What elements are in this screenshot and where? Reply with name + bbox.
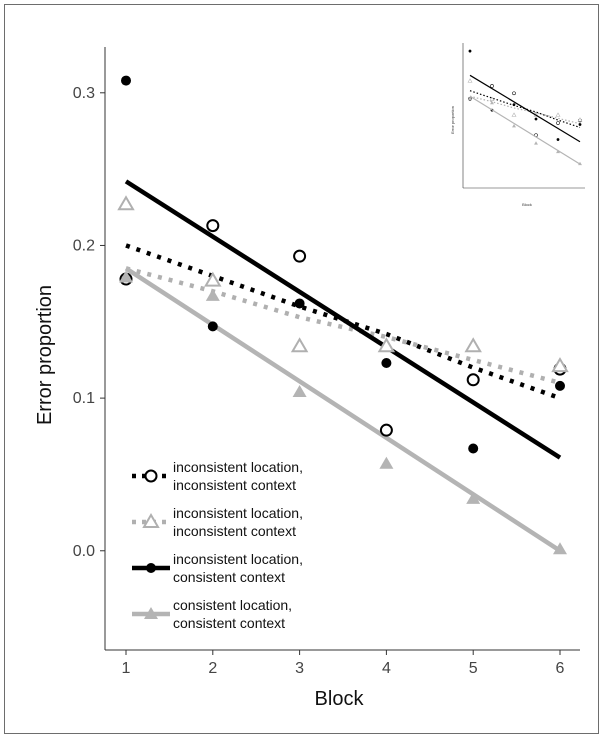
data-point-s4-b4 — [379, 456, 394, 469]
inset-point-s4-b5 — [556, 149, 560, 154]
data-point-s1-b2 — [206, 219, 220, 233]
legend-label-1-line-2: inconsistent context — [173, 477, 296, 493]
data-point-s2-b5 — [464, 337, 482, 353]
inset-point-s2-b5 — [555, 112, 561, 117]
data-point-s4-b5 — [466, 491, 481, 504]
data-point-s4-b3 — [292, 385, 307, 398]
legend-key-marker-1 — [144, 469, 158, 483]
inset-point-s2-b2 — [489, 96, 495, 101]
y-tick-label: 0.3 — [73, 85, 95, 102]
legend-label-2-line-1: inconsistent location, — [173, 505, 303, 521]
x-tick-label: 5 — [469, 660, 478, 677]
data-point-s3-b3 — [294, 298, 305, 309]
figure-frame: 0.0 0.1 0.2 0.3 1 2 3 4 5 6 inconsistent location… — [4, 4, 599, 734]
data-point-s2-b6 — [551, 357, 569, 373]
x-tick-label: 4 — [382, 660, 391, 677]
data-point-s4-b6 — [553, 542, 567, 555]
inset-plot — [462, 43, 585, 189]
data-points — [117, 75, 569, 555]
inset-point-s4-b2 — [490, 100, 494, 105]
inset-point-s4-b4 — [534, 141, 538, 145]
x-tick-label: 2 — [208, 660, 217, 677]
inset-point-s3-b3 — [512, 103, 516, 107]
legend-label-3-line-2: consistent context — [173, 569, 285, 585]
trend-line-3 — [124, 179, 562, 460]
inset-point-s2-b1 — [467, 78, 473, 83]
inset-point-s2-b3 — [511, 112, 517, 117]
legend-label-4-line-2: consistent context — [173, 615, 285, 631]
data-point-s3-b6 — [555, 380, 565, 391]
trend-curve-2 — [125, 266, 561, 386]
inset-point-s3-b6 — [578, 123, 582, 126]
legend-label-4-line-1: consistent location, — [173, 597, 292, 613]
y-tick-label: 0.2 — [73, 237, 95, 254]
data-point-s2-b1 — [117, 195, 135, 211]
inset-trend-line-4 — [469, 95, 581, 165]
inset-point-s4-b3 — [512, 124, 516, 128]
data-point-s3-b1 — [121, 75, 131, 86]
y-tick-label: 0.1 — [73, 390, 95, 407]
inset-point-s3-b4 — [534, 117, 538, 121]
data-point-s1-b4 — [379, 423, 393, 437]
y-tick-label: 0.0 — [73, 543, 95, 560]
legend-label-1-line-1: inconsistent location, — [173, 459, 303, 475]
data-point-s2-b4 — [377, 337, 396, 353]
error-proportion-chart: 0.0 0.1 0.2 0.3 1 2 3 4 5 6 inconsistent location… — [34, 43, 585, 710]
trend-line-4 — [124, 266, 562, 553]
inset-y-axis-title: Error proportion — [450, 106, 455, 134]
legend-key-marker-3 — [146, 563, 156, 573]
x-tick-label: 1 — [122, 660, 131, 677]
x-tick-label: 3 — [295, 660, 304, 677]
x-axis-title: Block — [315, 688, 365, 710]
data-point-s2-b3 — [290, 337, 309, 353]
inset-point-s3-b1 — [468, 49, 472, 53]
inset-x-axis-title: Block — [522, 202, 532, 207]
legend-key-marker-4 — [144, 607, 158, 620]
inset-point-s1-b3 — [512, 91, 516, 96]
x-tick-label: 6 — [556, 660, 565, 677]
data-point-s4-b2 — [205, 288, 220, 301]
data-point-s4-b1 — [119, 270, 133, 283]
legend-key-marker-2 — [142, 513, 160, 529]
data-point-s3-b4 — [381, 358, 392, 369]
data-point-s3-b5 — [468, 443, 479, 454]
inset-point-s4-b6 — [578, 161, 582, 166]
inset-trend-line-3 — [469, 74, 581, 143]
inset-point-s3-b5 — [556, 138, 560, 141]
inset-point-s4-b1 — [468, 96, 472, 100]
inset-point-s1-b5 — [556, 121, 560, 125]
inset-trend-curve-2 — [469, 95, 581, 125]
data-point-s1-b5 — [466, 373, 480, 387]
data-point-s3-b2 — [207, 321, 218, 332]
inset-point-s2-b6 — [577, 117, 583, 122]
inset-point-s1-b2 — [490, 84, 494, 88]
data-point-s2-b2 — [204, 271, 222, 287]
legend-label-2-line-2: inconsistent context — [173, 523, 296, 539]
legend-label-3-line-1: inconsistent location, — [173, 551, 303, 567]
trend-lines — [124, 179, 562, 553]
axes: 0.0 0.1 0.2 0.3 1 2 3 4 5 6 — [73, 47, 580, 677]
data-point-s1-b3 — [293, 249, 307, 263]
legend: inconsistent location, inconsistent conte… — [132, 459, 303, 631]
y-axis-title: Error proportion — [34, 285, 56, 425]
